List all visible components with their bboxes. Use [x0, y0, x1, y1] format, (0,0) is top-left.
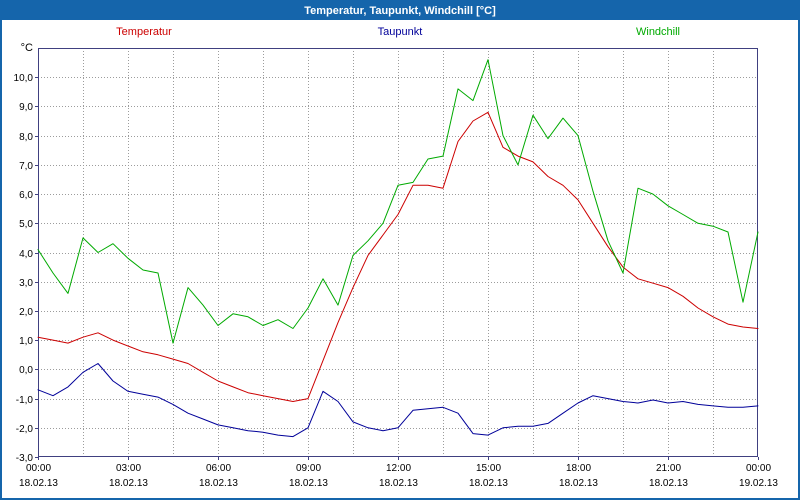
svg-text:06:00: 06:00 [206, 463, 231, 474]
svg-text:03:00: 03:00 [116, 463, 141, 474]
svg-text:-1,0: -1,0 [16, 395, 34, 406]
svg-text:19.02.13: 19.02.13 [739, 478, 778, 489]
chart-area: Temperatur Taupunkt Windchill °C -3,0 -2,0… [2, 20, 798, 498]
legend-windchill: Windchill [635, 26, 681, 38]
svg-text:6,0: 6,0 [19, 190, 33, 201]
svg-text:-2,0: -2,0 [16, 424, 34, 435]
svg-text:4,0: 4,0 [19, 249, 33, 260]
svg-text:8,0: 8,0 [19, 132, 33, 143]
svg-text:18.02.13: 18.02.13 [559, 478, 598, 489]
window-title: Temperatur, Taupunkt, Windchill [°C] [304, 5, 496, 17]
legend-temperatur: Temperatur [116, 26, 172, 38]
svg-text:7,0: 7,0 [19, 161, 33, 172]
svg-text:09:00: 09:00 [296, 463, 321, 474]
svg-text:3,0: 3,0 [19, 278, 33, 289]
svg-text:18.02.13: 18.02.13 [379, 478, 418, 489]
svg-text:0,0: 0,0 [19, 365, 33, 376]
line-chart: °C -3,0 -2,0 -1,0 0,0 1,0 2,0 3,0 4,0 5,0 6,0 7,0 8,… [14, 42, 779, 489]
svg-text:2,0: 2,0 [19, 307, 33, 318]
svg-text:5,0: 5,0 [19, 219, 33, 230]
svg-text:18.02.13: 18.02.13 [289, 478, 328, 489]
svg-text:18.02.13: 18.02.13 [199, 478, 238, 489]
svg-text:°C: °C [21, 42, 33, 54]
svg-text:21:00: 21:00 [656, 463, 681, 474]
svg-text:9,0: 9,0 [19, 102, 33, 113]
svg-text:18:00: 18:00 [566, 463, 591, 474]
svg-text:1,0: 1,0 [19, 336, 33, 347]
svg-text:18.02.13: 18.02.13 [109, 478, 148, 489]
svg-text:10,0: 10,0 [14, 73, 34, 84]
title-bar: Temperatur, Taupunkt, Windchill [°C] [2, 2, 798, 20]
svg-text:-3,0: -3,0 [16, 453, 34, 464]
svg-text:12:00: 12:00 [386, 463, 411, 474]
svg-text:18.02.13: 18.02.13 [649, 478, 688, 489]
svg-text:18.02.13: 18.02.13 [19, 478, 58, 489]
svg-text:00:00: 00:00 [26, 463, 51, 474]
svg-text:18.02.13: 18.02.13 [469, 478, 508, 489]
legend-taupunkt: Taupunkt [377, 26, 423, 38]
svg-text:00:00: 00:00 [746, 463, 771, 474]
svg-text:15:00: 15:00 [476, 463, 501, 474]
